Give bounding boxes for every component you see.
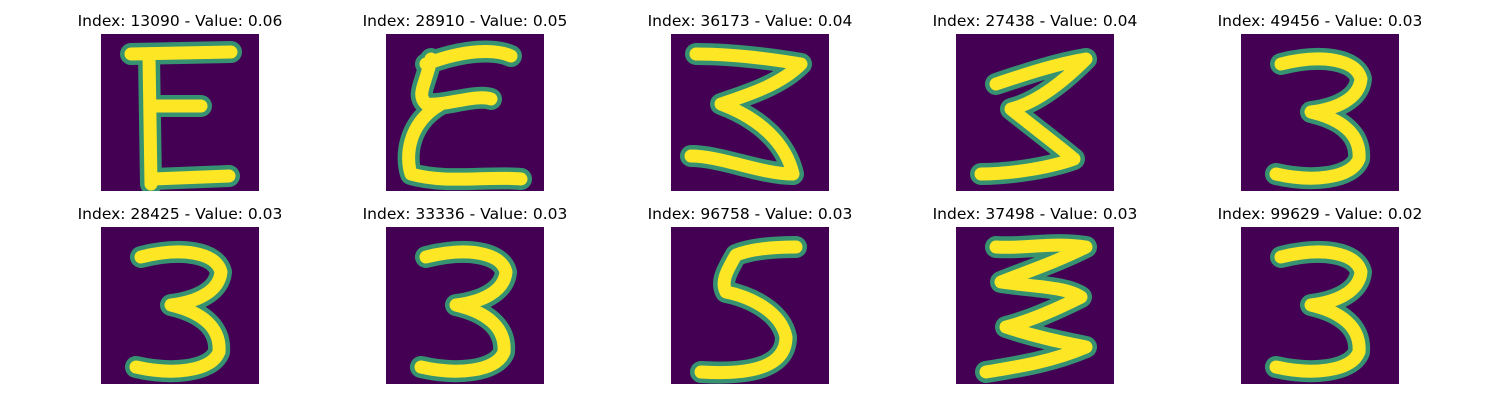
panel-title: Index: 49456 - Value: 0.03 (1217, 12, 1423, 30)
digit-image (101, 34, 259, 191)
panel-title: Index: 28910 - Value: 0.05 (362, 12, 568, 30)
digit-image (386, 34, 544, 191)
digit-image (671, 34, 829, 191)
digit-image (956, 34, 1114, 191)
digit-image (386, 227, 544, 384)
panel-title: Index: 37498 - Value: 0.03 (932, 205, 1138, 223)
digit-image (101, 227, 259, 384)
digit-image (1241, 227, 1399, 384)
digit-image (671, 227, 829, 384)
panel-title: Index: 28425 - Value: 0.03 (77, 205, 283, 223)
digit-image (956, 227, 1114, 384)
panel-title: Index: 96758 - Value: 0.03 (647, 205, 853, 223)
panel-title: Index: 27438 - Value: 0.04 (932, 12, 1138, 30)
panel-title: Index: 99629 - Value: 0.02 (1217, 205, 1423, 223)
digit-image (1241, 34, 1399, 191)
panel-title: Index: 13090 - Value: 0.06 (77, 12, 283, 30)
panel-title: Index: 33336 - Value: 0.03 (362, 205, 568, 223)
panel-title: Index: 36173 - Value: 0.04 (647, 12, 853, 30)
